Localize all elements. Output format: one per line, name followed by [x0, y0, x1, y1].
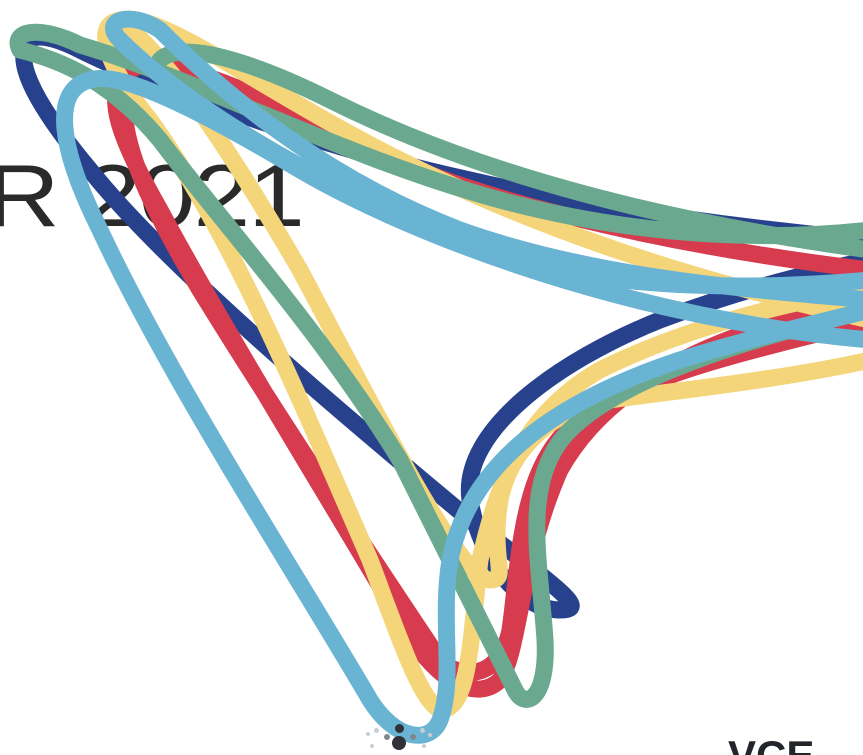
logo-dot: [410, 734, 416, 740]
logo-dot: [384, 734, 390, 740]
logo-dot: [392, 736, 406, 750]
logo-dot: [420, 728, 425, 733]
logo-dot: [374, 728, 379, 733]
logo-dot: [395, 724, 404, 733]
people-logo-icon: [362, 724, 436, 755]
logo-dot: [428, 733, 432, 737]
corner-brand-text: VCE: [728, 735, 814, 755]
logo-dot: [422, 744, 426, 748]
logo-dot: [370, 744, 374, 748]
logo-dot: [366, 732, 370, 736]
